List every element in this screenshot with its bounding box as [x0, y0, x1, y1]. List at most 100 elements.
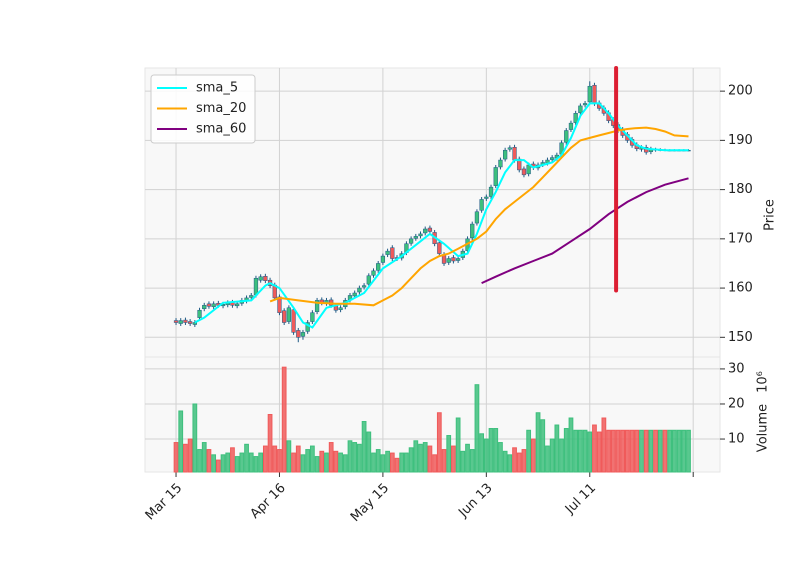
volume-bar	[460, 450, 466, 473]
volume-bar	[408, 447, 414, 473]
volume-bar	[197, 449, 202, 473]
y-tick-label: 160	[728, 281, 753, 296]
x-tick-label: Jul 11	[562, 481, 599, 518]
volume-bar	[357, 443, 362, 473]
volume-bar	[220, 454, 226, 473]
volume-bar	[267, 414, 273, 473]
volume-bar	[620, 429, 626, 473]
legend-label: sma_20	[196, 101, 246, 116]
candle-body	[183, 319, 188, 323]
volume-bar	[643, 429, 649, 473]
candle-body	[526, 164, 531, 175]
volume-bar	[295, 445, 301, 473]
volume-bar	[624, 429, 630, 473]
y-tick-label: 10	[728, 432, 745, 447]
volume-bar	[206, 449, 212, 473]
candle-body	[178, 320, 183, 324]
volume-bar	[667, 429, 673, 473]
candle-body	[413, 236, 418, 239]
candle-body	[484, 196, 489, 199]
volume-bar	[559, 438, 564, 473]
volume-bar	[305, 449, 311, 473]
volume-bar	[474, 384, 480, 473]
volume-bar	[662, 429, 668, 473]
volume-bar	[258, 452, 264, 473]
volume-bar	[672, 429, 677, 473]
candle-body	[427, 227, 433, 232]
candle-body	[291, 309, 296, 333]
volume-bar	[512, 447, 517, 473]
volume-bar	[333, 450, 339, 473]
volume-bar	[582, 429, 588, 473]
candle-body	[446, 258, 451, 263]
sma-line	[194, 102, 689, 329]
candle-body	[498, 159, 503, 168]
y-tick-label: 20	[728, 396, 745, 411]
volume-bar	[324, 452, 329, 473]
legend-label: sma_5	[196, 81, 238, 96]
volume-bar	[352, 442, 358, 473]
candle-body	[197, 309, 202, 318]
y-axis-label: Price	[763, 199, 778, 231]
candle-body	[263, 276, 268, 281]
candle-body	[253, 277, 259, 296]
volume-bar	[507, 454, 513, 473]
volume-bar	[479, 433, 485, 473]
volume-bar	[676, 429, 682, 473]
candle-body	[235, 303, 240, 307]
volume-bar	[262, 445, 268, 473]
volume-bar	[375, 449, 381, 473]
volume-bar	[366, 431, 372, 473]
candle-body	[258, 276, 263, 281]
y-tick-label: 150	[728, 330, 753, 345]
y-tick-label: 170	[728, 231, 753, 246]
volume-bar	[446, 435, 452, 473]
volume-bar	[291, 452, 296, 473]
volume-offset-label: 10⁶	[756, 371, 771, 393]
candle-body	[385, 250, 390, 255]
volume-bar	[554, 424, 560, 473]
legend: sma_5 sma_20 sma_60	[150, 74, 256, 144]
candle-body	[300, 332, 306, 337]
candle-body	[296, 330, 301, 338]
candle-body	[455, 258, 461, 261]
volume-bar	[639, 429, 644, 473]
volume-bar	[592, 424, 597, 473]
candle-body	[517, 158, 522, 171]
volume-bar	[441, 449, 447, 473]
candle-body	[587, 85, 592, 103]
volume-bar	[545, 445, 550, 473]
volume-bar	[404, 452, 409, 473]
volume-bar	[309, 445, 315, 473]
candle-body	[470, 223, 475, 239]
volume-bar	[286, 440, 292, 473]
volume-bar	[653, 429, 658, 473]
candle-body	[568, 122, 574, 130]
candle-body	[211, 303, 216, 308]
volume-bar	[248, 452, 254, 473]
candle-body	[352, 292, 357, 297]
candle-body	[390, 247, 395, 259]
candle-body	[310, 312, 315, 322]
volume-bar	[568, 417, 574, 473]
candle-body	[376, 263, 381, 271]
candle-body	[550, 157, 555, 160]
volume-bar	[451, 445, 456, 473]
candle-body	[507, 147, 512, 150]
volume-bar	[526, 429, 532, 473]
volume-bar	[389, 452, 395, 473]
volume-bar	[338, 452, 343, 473]
y-tick-label: 30	[728, 361, 745, 376]
volume-bar	[498, 442, 503, 473]
volume-bar	[648, 429, 654, 473]
candle-body	[521, 168, 527, 176]
volume-axis-label: Volume	[756, 404, 771, 452]
candle-body	[564, 130, 569, 143]
candle-body	[357, 287, 362, 293]
volume-bar	[361, 421, 367, 473]
y-tick-label: 200	[728, 84, 753, 99]
volume-bar	[347, 440, 353, 473]
candle-body	[206, 303, 212, 307]
volume-bar	[211, 454, 217, 473]
volume-bar	[187, 438, 193, 473]
